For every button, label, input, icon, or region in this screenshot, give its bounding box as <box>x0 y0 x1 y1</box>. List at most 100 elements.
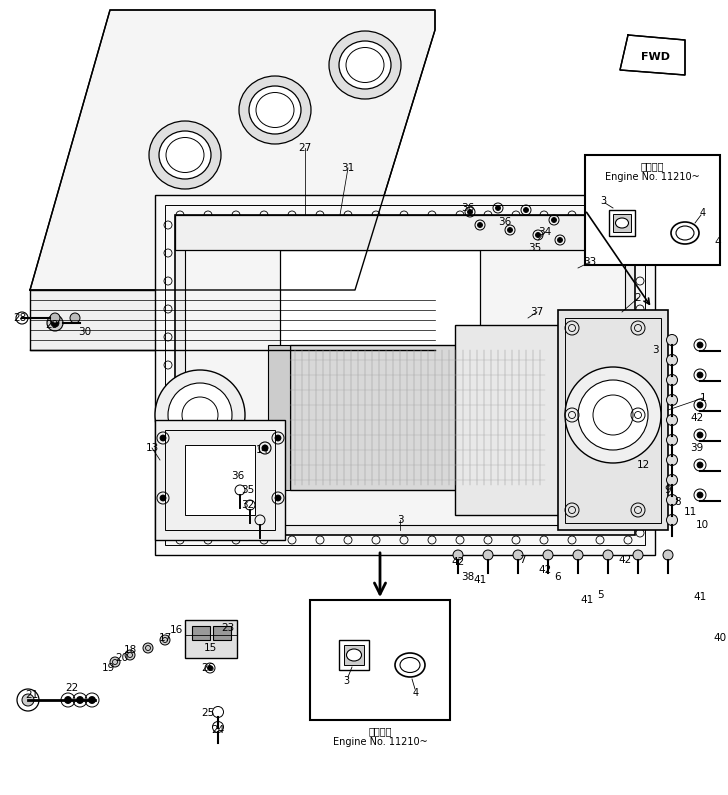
Circle shape <box>89 696 95 704</box>
Text: 25: 25 <box>202 708 215 718</box>
Text: 32: 32 <box>242 500 255 510</box>
Circle shape <box>155 370 245 460</box>
Circle shape <box>558 238 563 242</box>
Circle shape <box>467 210 472 215</box>
Text: 18: 18 <box>123 645 137 655</box>
Circle shape <box>573 550 583 560</box>
Bar <box>455 325 575 515</box>
Circle shape <box>667 335 678 346</box>
Circle shape <box>667 374 678 386</box>
Text: 36: 36 <box>462 203 475 213</box>
Circle shape <box>262 445 268 451</box>
Ellipse shape <box>239 76 311 144</box>
Ellipse shape <box>329 31 401 99</box>
Bar <box>155 195 655 555</box>
Circle shape <box>513 550 523 560</box>
Bar <box>558 310 668 530</box>
Text: 4: 4 <box>700 208 706 218</box>
Circle shape <box>697 462 703 468</box>
Text: 3: 3 <box>652 345 658 355</box>
Circle shape <box>663 550 673 560</box>
Circle shape <box>478 223 483 227</box>
Text: FWD: FWD <box>641 52 670 62</box>
Circle shape <box>453 550 463 560</box>
Circle shape <box>50 313 60 323</box>
Text: 23: 23 <box>221 623 234 633</box>
Circle shape <box>160 495 166 501</box>
Text: 35: 35 <box>529 243 542 253</box>
Circle shape <box>160 435 166 441</box>
Circle shape <box>667 494 678 506</box>
Bar <box>175 215 635 535</box>
Circle shape <box>578 380 648 450</box>
Circle shape <box>110 657 120 667</box>
Text: Engine No. 11210~: Engine No. 11210~ <box>333 737 427 747</box>
Circle shape <box>633 550 643 560</box>
Text: 35: 35 <box>242 485 255 495</box>
Polygon shape <box>620 35 685 75</box>
Circle shape <box>168 383 232 447</box>
Circle shape <box>51 319 59 327</box>
Ellipse shape <box>149 121 221 189</box>
Text: 16: 16 <box>170 625 183 635</box>
Circle shape <box>603 550 613 560</box>
Text: 33: 33 <box>583 257 597 267</box>
Bar <box>585 155 720 265</box>
Text: 1: 1 <box>700 393 706 403</box>
Circle shape <box>523 207 529 212</box>
Circle shape <box>70 313 80 323</box>
Text: 31: 31 <box>341 163 355 173</box>
Text: 41: 41 <box>693 592 707 602</box>
Circle shape <box>543 550 553 560</box>
Circle shape <box>125 650 135 660</box>
Circle shape <box>667 455 678 466</box>
Text: 10: 10 <box>695 520 708 530</box>
Bar <box>290 345 545 490</box>
Text: 24: 24 <box>211 725 225 735</box>
Text: 7: 7 <box>518 555 526 565</box>
Bar <box>185 620 237 658</box>
Text: 9: 9 <box>665 485 671 495</box>
Circle shape <box>697 342 703 348</box>
Bar <box>609 210 635 236</box>
Circle shape <box>667 435 678 445</box>
Bar <box>155 420 285 540</box>
Circle shape <box>22 694 34 706</box>
Text: 42: 42 <box>690 413 704 423</box>
Circle shape <box>697 492 703 498</box>
Text: 11: 11 <box>684 507 697 517</box>
Ellipse shape <box>347 649 362 661</box>
Ellipse shape <box>159 131 211 179</box>
Text: 37: 37 <box>531 307 544 317</box>
Polygon shape <box>30 290 435 350</box>
Text: 21: 21 <box>25 690 39 700</box>
Text: 42: 42 <box>618 555 632 565</box>
Bar <box>268 345 290 490</box>
Circle shape <box>47 315 63 331</box>
Text: 17: 17 <box>159 633 172 643</box>
Text: 19: 19 <box>101 663 114 673</box>
Bar <box>165 430 275 530</box>
Circle shape <box>76 696 84 704</box>
Circle shape <box>697 432 703 438</box>
Circle shape <box>697 372 703 378</box>
Bar <box>545 345 567 490</box>
Text: 27: 27 <box>298 143 312 153</box>
Bar <box>192 626 210 640</box>
Text: 2: 2 <box>635 293 641 303</box>
Circle shape <box>65 696 71 704</box>
Circle shape <box>160 635 170 645</box>
Text: 12: 12 <box>636 460 649 470</box>
Text: 38: 38 <box>462 572 475 582</box>
Circle shape <box>697 402 703 408</box>
Text: 22: 22 <box>66 683 79 693</box>
Circle shape <box>275 435 281 441</box>
Text: 34: 34 <box>539 227 552 237</box>
Text: 14: 14 <box>256 445 269 455</box>
Circle shape <box>496 205 501 211</box>
Bar <box>310 600 450 720</box>
Text: 5: 5 <box>597 590 604 600</box>
Text: 3: 3 <box>397 515 403 525</box>
Text: 3: 3 <box>343 676 349 686</box>
Text: 26: 26 <box>202 663 215 673</box>
